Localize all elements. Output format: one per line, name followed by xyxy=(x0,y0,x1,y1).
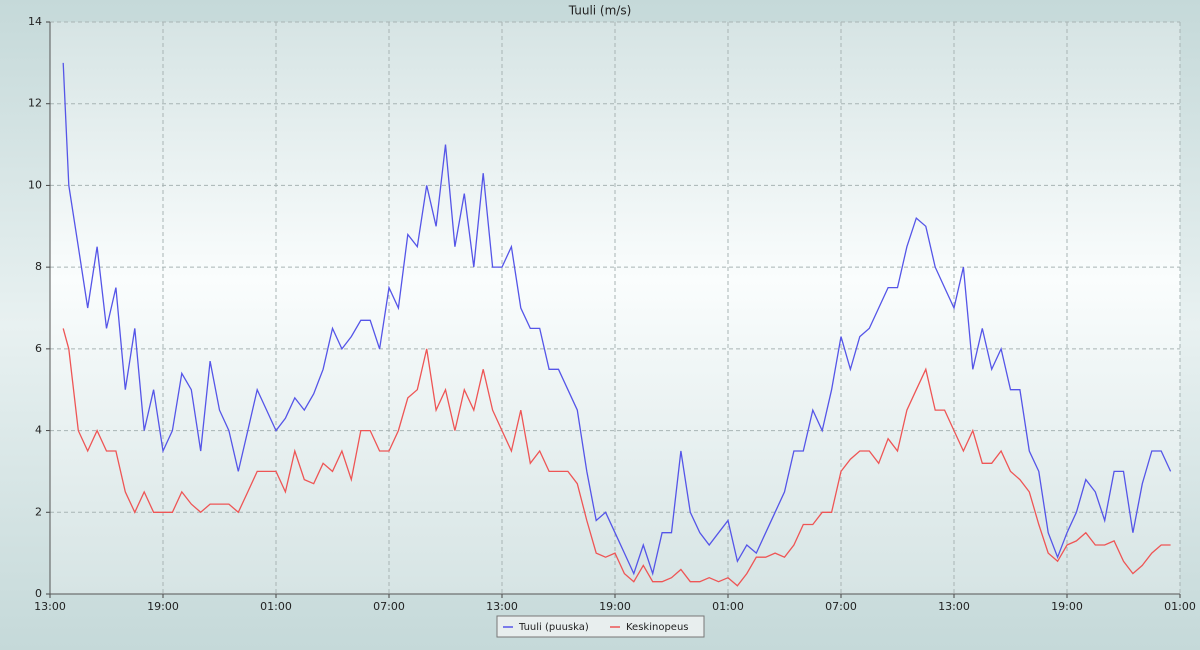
x-tick-label: 01:00 xyxy=(1164,600,1196,613)
chart-title: Tuuli (m/s) xyxy=(568,4,632,18)
y-tick-label: 10 xyxy=(28,178,42,191)
y-tick-label: 6 xyxy=(35,342,42,355)
x-tick-label: 13:00 xyxy=(34,600,66,613)
x-tick-label: 01:00 xyxy=(712,600,744,613)
y-tick-label: 14 xyxy=(28,15,42,28)
legend-box xyxy=(496,615,705,638)
x-tick-label: 19:00 xyxy=(147,600,179,613)
legend: Tuuli (puuska) Keskinopeus xyxy=(496,615,705,638)
x-tick-label: 01:00 xyxy=(260,600,292,613)
legend-label: Tuuli (puuska) xyxy=(518,622,589,633)
y-tick-label: 4 xyxy=(35,424,42,437)
x-tick-label: 13:00 xyxy=(938,600,970,613)
x-tick-label: 13:00 xyxy=(486,600,518,613)
y-tick-label: 2 xyxy=(35,505,42,518)
legend-label: Keskinopeus xyxy=(626,622,689,633)
y-tick-label: 8 xyxy=(35,260,42,273)
line-series xyxy=(62,328,1171,587)
x-tick-label: 07:00 xyxy=(373,600,405,613)
line-series xyxy=(62,62,1172,577)
x-tick-label: 19:00 xyxy=(599,600,631,613)
y-tick-label: 0 xyxy=(35,587,42,600)
x-tick-label: 19:00 xyxy=(1051,600,1083,613)
y-tick-label: 12 xyxy=(28,97,42,110)
x-tick-label: 07:00 xyxy=(825,600,857,613)
